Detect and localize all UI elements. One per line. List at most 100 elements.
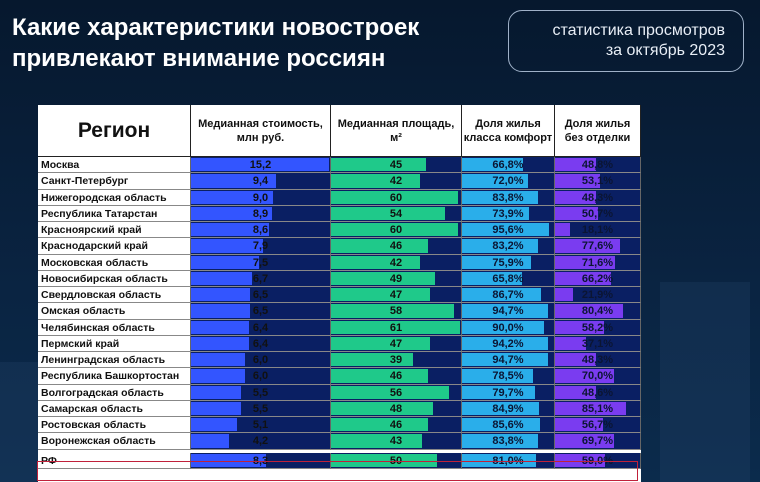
table-row: Республика Татарстан 8,9 54 73,9% 50,7%	[38, 205, 641, 222]
column-header-unfinished: Доля жилья без отделки	[555, 105, 641, 157]
region-name: Новосибирская область	[38, 270, 191, 287]
comfort-value: 73,9%	[492, 207, 524, 220]
comfort-value: 86,7%	[492, 289, 524, 301]
comfort-value: 75,9%	[492, 256, 524, 269]
unfinished-cell: 59,0%	[555, 452, 641, 469]
comfort-bar	[462, 223, 549, 237]
comfort-bar	[462, 453, 536, 467]
price-bar	[191, 369, 246, 383]
comfort-cell: 90,0%	[462, 319, 555, 336]
area-cell: 43	[331, 433, 462, 450]
unfinished-bar	[555, 418, 603, 432]
region-name: Республика Башкортостан	[38, 368, 191, 385]
area-bar	[331, 158, 427, 172]
comfort-bar	[462, 336, 548, 350]
comfort-bar	[462, 158, 523, 172]
region-name: Ленинградская область	[38, 352, 191, 369]
price-cell: 6,4	[191, 335, 331, 352]
table-row: Краснодарский край 7,9 46 83,2% 77,6%	[38, 238, 641, 255]
price-cell: 8,6	[191, 222, 331, 239]
unfinished-cell: 53,1%	[555, 173, 641, 190]
unfinished-value: 70,0%	[581, 370, 614, 383]
page-title: Какие характеристики новостроек привлека…	[12, 14, 420, 72]
comfort-value: 95,6%	[492, 224, 524, 236]
region-name: Нижегородская область	[38, 189, 191, 206]
comfort-cell: 94,2%	[462, 335, 555, 352]
unfinished-value: 53,1%	[581, 175, 614, 188]
area-cell: 46	[331, 368, 462, 385]
comfort-cell: 81,0%	[462, 452, 555, 469]
unfinished-cell: 66,2%	[555, 270, 641, 287]
price-cell: 9,4	[191, 173, 331, 190]
column-header-region: Регион	[38, 105, 191, 157]
area-bar	[331, 206, 446, 220]
unfinished-value: 37,1%	[581, 337, 614, 350]
comfort-cell: 75,9%	[462, 254, 555, 271]
unfinished-bar	[555, 239, 621, 253]
area-value: 43	[389, 435, 403, 448]
unfinished-value: 56,7%	[581, 419, 614, 431]
area-bar	[331, 336, 431, 350]
region-name: РФ	[38, 452, 191, 469]
comfort-value: 78,5%	[492, 370, 524, 383]
table-row: Челябинская область 6,4 61 90,0% 58,2%	[38, 319, 641, 336]
table-row: Ленинградская область 6,0 39 94,7% 48,3%	[38, 352, 641, 369]
stats-line-1: статистика просмотров	[552, 22, 725, 39]
price-bar	[191, 304, 250, 318]
comfort-bar	[462, 174, 528, 188]
price-bar	[191, 223, 270, 237]
unfinished-cell: 21,9%	[555, 287, 641, 304]
price-cell: 5,5	[191, 400, 331, 417]
area-bar	[331, 190, 458, 204]
price-cell: 6,5	[191, 287, 331, 304]
comfort-value: 83,8%	[492, 435, 524, 448]
unfinished-cell: 80,4%	[555, 303, 641, 320]
area-bar	[331, 255, 420, 269]
region-name: Самарская область	[38, 400, 191, 417]
price-value: 8,9	[252, 207, 269, 220]
area-bar	[331, 369, 429, 383]
price-cell: 6,0	[191, 368, 331, 385]
unfinished-cell: 50,7%	[555, 205, 641, 222]
comfort-cell: 94,7%	[462, 303, 555, 320]
price-cell: 6,5	[191, 303, 331, 320]
price-cell: 8,9	[191, 205, 331, 222]
unfinished-cell: 56,7%	[555, 417, 641, 434]
unfinished-value: 66,2%	[581, 272, 614, 285]
area-value: 61	[389, 321, 403, 334]
unfinished-bar	[555, 369, 614, 383]
region-name: Санкт-Петербург	[38, 173, 191, 190]
price-value: 9,0	[252, 191, 269, 204]
price-cell: 7,5	[191, 254, 331, 271]
price-value: 6,4	[252, 337, 269, 350]
price-value: 8,3	[252, 454, 269, 467]
comfort-bar	[462, 369, 534, 383]
area-value: 58	[389, 305, 403, 318]
stats-line-2: за октябрь 2023	[605, 42, 725, 59]
table-row: Республика Башкортостан 6,0 46 78,5% 70,0%	[38, 368, 641, 385]
data-table: Регион Медианная стоимость, млн руб. Мед…	[37, 105, 641, 482]
unfinished-value: 85,1%	[581, 402, 614, 415]
region-name: Воронежская область	[38, 433, 191, 450]
region-name: Московская область	[38, 254, 191, 271]
comfort-cell: 83,8%	[462, 189, 555, 206]
comfort-value: 81,0%	[492, 454, 524, 467]
comfort-bar	[462, 271, 522, 285]
comfort-bar	[462, 434, 539, 448]
comfort-bar	[462, 304, 549, 318]
unfinished-value: 48,3%	[581, 191, 614, 204]
region-name: Ростовская область	[38, 417, 191, 434]
area-value: 60	[389, 224, 403, 236]
unfinished-bar	[555, 401, 627, 415]
comfort-value: 94,7%	[492, 305, 524, 318]
price-bar	[191, 385, 241, 399]
price-bar	[191, 206, 272, 220]
area-bar	[331, 174, 420, 188]
area-bar	[331, 239, 429, 253]
price-bar	[191, 239, 263, 253]
area-bar	[331, 434, 422, 448]
price-value: 6,0	[252, 370, 269, 383]
area-value: 46	[389, 240, 403, 253]
column-header-comfort: Доля жилья класса комфорт	[462, 105, 555, 157]
unfinished-cell: 48,6%	[555, 384, 641, 401]
